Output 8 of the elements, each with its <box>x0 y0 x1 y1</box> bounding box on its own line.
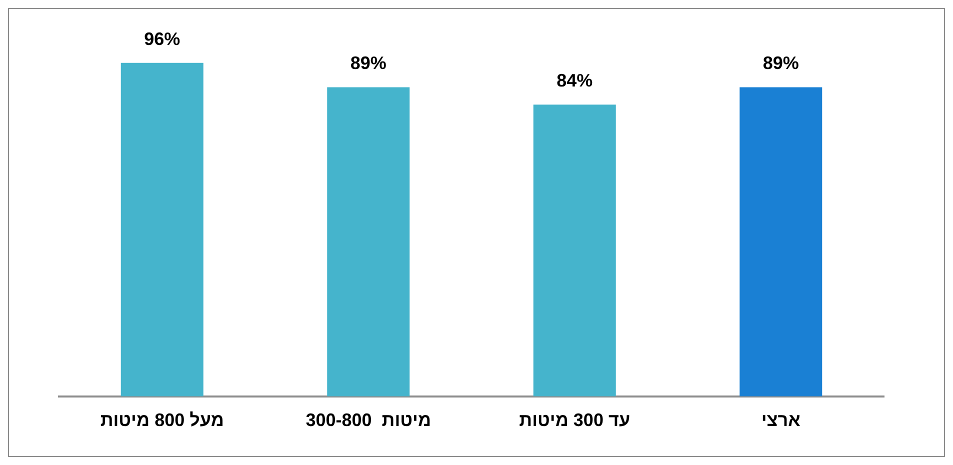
x-tick-label: מעל 800 מיטות <box>100 410 224 430</box>
data-label: 89% <box>350 53 386 74</box>
data-label: 84% <box>556 70 593 91</box>
data-label: 89% <box>762 53 799 74</box>
x-tick-label: ארצי <box>761 410 800 430</box>
data-label: 96% <box>144 28 180 49</box>
x-tick-label: עד 300 מיטות <box>519 410 630 430</box>
x-tick-label: מיטות 300-800 <box>306 410 432 430</box>
